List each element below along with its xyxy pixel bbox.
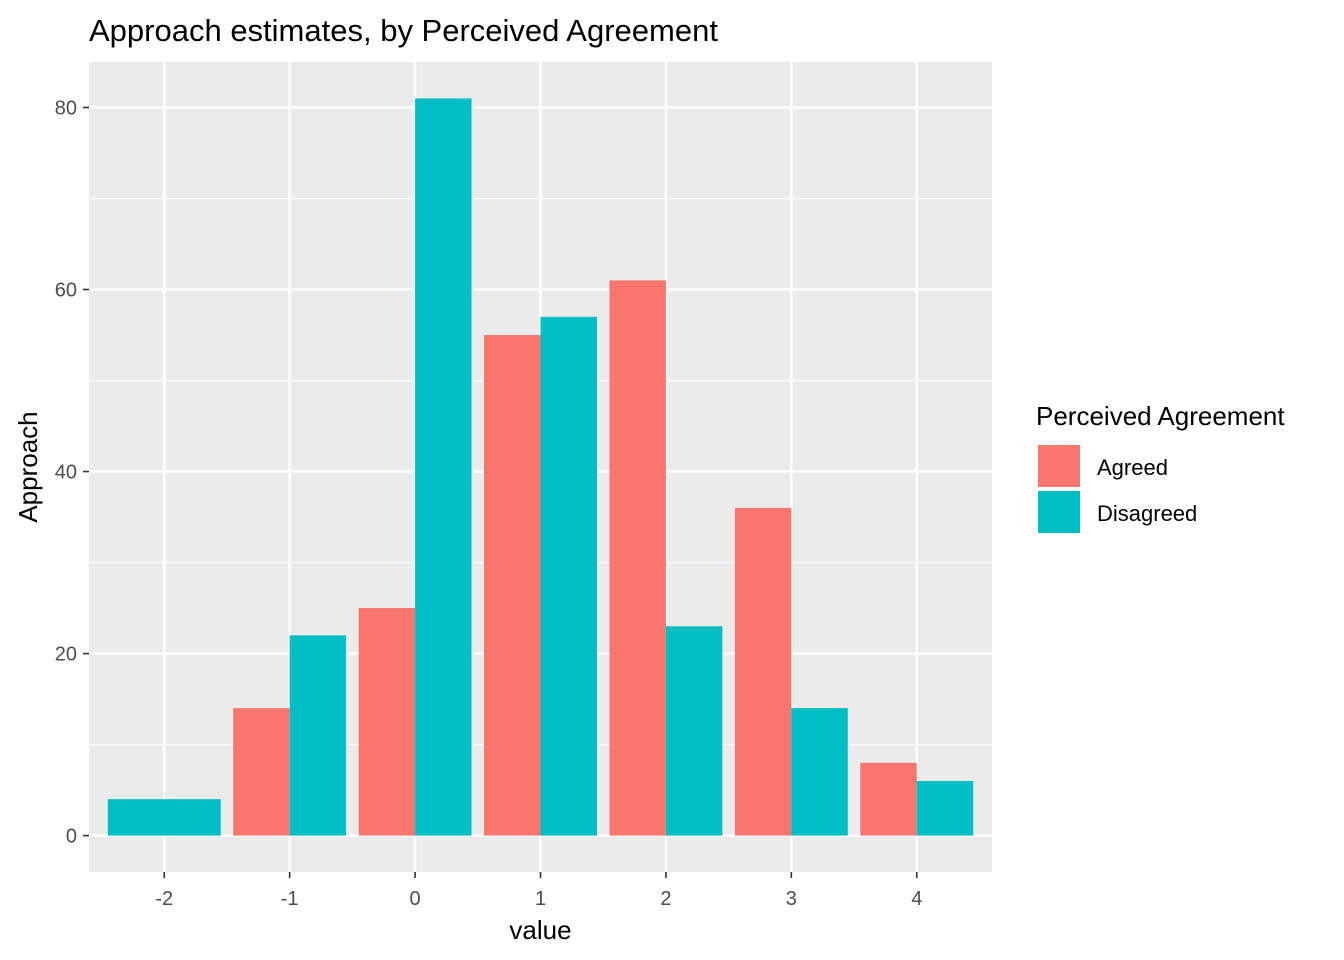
bar-disagreed--2 xyxy=(107,799,221,836)
chart-title: Approach estimates, by Perceived Agreeme… xyxy=(89,13,718,48)
y-axis-title: Approach xyxy=(13,411,43,522)
x-axis: -2 -1 0 1 2 3 4 xyxy=(155,872,922,910)
legend-items: Agreed Disagreed xyxy=(1038,445,1197,533)
bar-disagreed--1 xyxy=(289,635,347,836)
bar-agreed--1 xyxy=(233,708,290,836)
legend-title: Perceived Agreement xyxy=(1036,401,1285,431)
x-tick-label: 2 xyxy=(660,888,671,910)
y-tick-label: 20 xyxy=(55,644,77,666)
legend-label-agreed: Agreed xyxy=(1097,455,1168,480)
y-tick-label: 0 xyxy=(66,826,77,848)
legend-key-agreed xyxy=(1038,445,1080,487)
x-tick-label: -1 xyxy=(281,888,299,910)
y-axis: 0 20 40 60 80 xyxy=(55,98,89,848)
legend-label-disagreed: Disagreed xyxy=(1097,501,1197,526)
legend-key-disagreed xyxy=(1038,491,1080,533)
bar-disagreed-4 xyxy=(916,780,974,836)
bar-agreed-0 xyxy=(358,608,416,836)
bars xyxy=(107,98,974,836)
bar-disagreed-3 xyxy=(791,708,848,836)
legend: Perceived Agreement Agreed Disagreed xyxy=(1036,401,1285,533)
x-tick-label: 3 xyxy=(786,888,797,910)
bar-disagreed-0 xyxy=(415,98,472,836)
bar-agreed-1 xyxy=(484,335,541,836)
x-axis-title: value xyxy=(509,915,571,945)
x-tick-label: 0 xyxy=(410,888,421,910)
bar-disagreed-1 xyxy=(540,316,597,836)
x-tick-label: -2 xyxy=(155,888,173,910)
y-tick-label: 60 xyxy=(55,280,77,302)
y-tick-label: 40 xyxy=(55,462,77,484)
bar-agreed-2 xyxy=(609,280,666,836)
x-tick-label: 4 xyxy=(911,888,922,910)
x-tick-label: 1 xyxy=(535,888,546,910)
bar-disagreed-2 xyxy=(665,626,723,836)
y-tick-label: 80 xyxy=(55,98,77,120)
bar-agreed-3 xyxy=(734,507,792,836)
bar-agreed-4 xyxy=(860,762,917,836)
